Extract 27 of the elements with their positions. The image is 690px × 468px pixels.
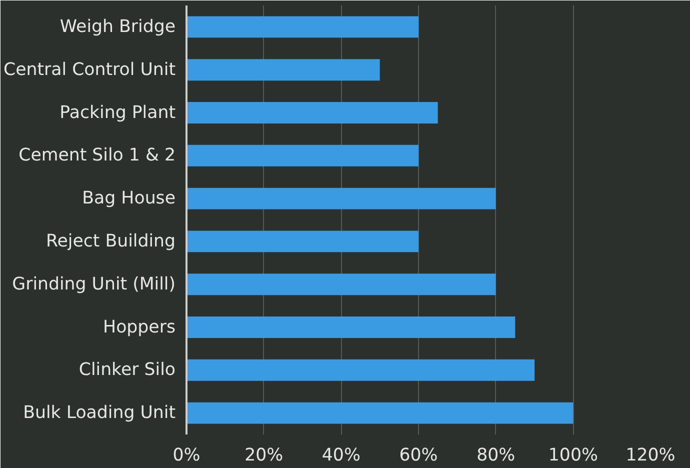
y-tick-label: Bag House [82, 188, 176, 209]
y-tick-label: Clinker Silo [78, 360, 176, 380]
bar [186, 59, 380, 81]
bar [186, 16, 418, 38]
x-tick-label: 100% [548, 446, 598, 466]
x-tick-label: 0% [172, 446, 200, 466]
bar [186, 188, 496, 210]
y-tick-label: Bulk Loading Unit [23, 403, 176, 424]
bar [186, 230, 418, 252]
y-tick-label: Grinding Unit (Mill) [12, 274, 176, 294]
x-tick-label: 20% [244, 446, 284, 466]
x-tick-label: 40% [322, 446, 360, 466]
y-tick-label: Weigh Bridge [60, 16, 176, 37]
y-tick-label: Hoppers [103, 317, 176, 338]
x-tick-label: 60% [399, 446, 438, 466]
y-tick-label: Packing Plant [60, 102, 176, 123]
bar [186, 274, 496, 296]
x-tick-label: 80% [476, 446, 516, 466]
bar [186, 316, 516, 338]
bar [186, 144, 418, 166]
y-tick-label: Central Control Unit [3, 60, 176, 80]
x-tick-label: 120% [626, 446, 676, 466]
bar [186, 102, 438, 124]
y-tick-label: Reject Building [46, 231, 176, 252]
bar [186, 359, 534, 381]
bar [186, 402, 574, 424]
y-tick-label: Cement Silo 1 & 2 [18, 146, 176, 166]
